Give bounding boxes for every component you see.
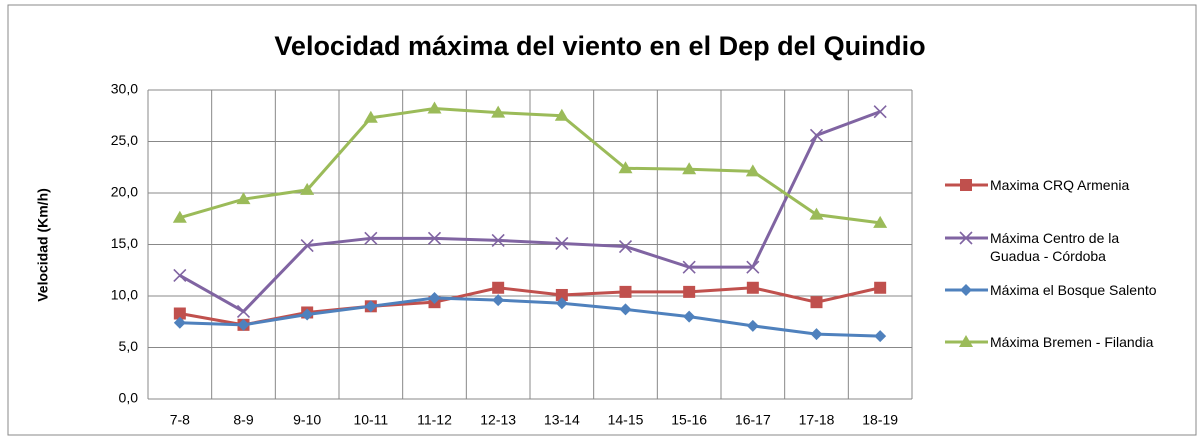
y-axis-label: Velocidad (Km/h)	[35, 188, 51, 302]
legend-label: Maxima CRQ Armenia	[990, 177, 1130, 193]
x-tick-label: 9-10	[293, 412, 321, 428]
marker	[619, 285, 632, 298]
marker	[554, 108, 569, 121]
y-tick-label: 20,0	[111, 184, 138, 200]
x-tick-label: 14-15	[608, 412, 644, 428]
marker	[555, 236, 569, 251]
marker	[427, 101, 442, 114]
marker	[618, 239, 633, 254]
y-tick-label: 10,0	[111, 287, 138, 303]
chart-title: Velocidad máxima del viento en el Dep de…	[274, 31, 925, 61]
marker	[960, 284, 972, 296]
chart-border	[7, 4, 1197, 436]
marker	[427, 231, 442, 245]
marker	[874, 281, 887, 294]
y-tick-label: 5,0	[119, 338, 139, 354]
marker	[301, 308, 314, 321]
x-tick-label: 7-8	[170, 412, 190, 428]
marker	[619, 303, 632, 316]
marker	[874, 330, 887, 343]
marker	[428, 292, 441, 305]
marker	[492, 281, 505, 294]
x-tick-label: 17-18	[799, 412, 835, 428]
series-line	[179, 296, 881, 338]
marker	[959, 231, 973, 245]
marker	[746, 260, 760, 274]
marker	[618, 161, 633, 174]
marker	[746, 319, 759, 332]
marker	[236, 304, 251, 319]
y-tick-label: 15,0	[111, 235, 138, 251]
marker	[172, 210, 187, 223]
y-tick-label: 0,0	[119, 390, 139, 406]
marker	[873, 105, 887, 119]
marker	[300, 182, 315, 195]
marker	[236, 192, 251, 205]
marker	[492, 294, 505, 307]
series-line	[179, 110, 881, 314]
x-tick-label: 13-14	[544, 412, 580, 428]
x-tick-label: 11-12	[417, 412, 452, 428]
x-tick-label: 10-11	[353, 412, 388, 428]
x-tick-label: 15-16	[671, 412, 707, 428]
marker	[960, 179, 972, 191]
x-tick-label: 8-9	[233, 412, 253, 428]
marker	[809, 128, 824, 142]
x-tick-label: 18-19	[862, 412, 898, 428]
marker	[683, 310, 696, 323]
y-tick-label: 25,0	[111, 132, 138, 148]
marker	[173, 307, 186, 320]
marker	[364, 300, 377, 313]
marker	[810, 296, 823, 309]
marker	[173, 316, 186, 329]
marker	[491, 233, 505, 247]
marker	[959, 335, 973, 347]
x-tick-label: 16-17	[735, 412, 771, 428]
marker	[810, 328, 823, 341]
marker	[809, 207, 824, 220]
marker	[555, 288, 568, 301]
marker	[555, 297, 568, 310]
marker	[873, 215, 888, 228]
marker	[173, 268, 187, 282]
marker	[745, 164, 760, 177]
legend-label: Máxima el Bosque Salento	[990, 282, 1157, 298]
marker	[682, 260, 696, 274]
series-line	[179, 107, 881, 225]
marker	[237, 318, 250, 331]
series-line	[179, 286, 881, 327]
marker	[746, 281, 759, 294]
legend-label: Máxima Centro de la Guadua - Córdoba	[990, 230, 1120, 264]
marker	[682, 162, 697, 175]
x-tick-label: 12-13	[480, 412, 516, 428]
y-tick-label: 30,0	[111, 81, 138, 97]
marker	[300, 238, 314, 253]
legend-label: Máxima Bremen - Filandia	[990, 334, 1154, 350]
marker	[364, 231, 378, 245]
marker	[363, 110, 378, 123]
marker	[683, 285, 696, 298]
marker	[491, 105, 506, 118]
